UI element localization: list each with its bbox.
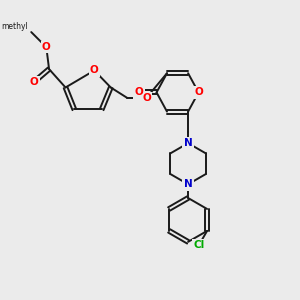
- Text: O: O: [42, 42, 51, 52]
- Text: O: O: [142, 93, 151, 103]
- Text: O: O: [30, 77, 38, 87]
- Text: Cl: Cl: [193, 240, 205, 250]
- Text: methyl: methyl: [1, 22, 28, 31]
- Text: N: N: [184, 179, 193, 189]
- Text: O: O: [194, 87, 203, 98]
- Text: O: O: [142, 93, 151, 103]
- Text: N: N: [184, 179, 193, 189]
- Text: O: O: [194, 87, 203, 98]
- Text: O: O: [90, 65, 99, 76]
- Text: O: O: [42, 42, 51, 52]
- Text: O: O: [135, 87, 143, 98]
- Text: N: N: [184, 138, 193, 148]
- Text: Cl: Cl: [193, 240, 205, 250]
- Text: N: N: [184, 138, 193, 148]
- Text: O: O: [30, 77, 38, 87]
- Text: O: O: [135, 87, 143, 98]
- Text: O: O: [90, 65, 99, 76]
